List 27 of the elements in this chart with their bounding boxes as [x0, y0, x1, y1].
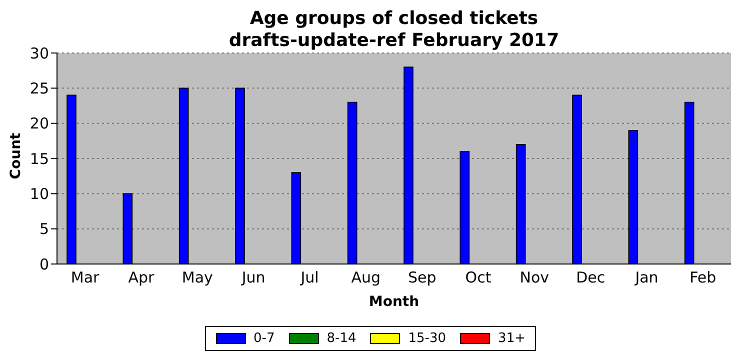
- x-tick-label: Nov: [520, 268, 550, 287]
- y-tick-label: 15: [30, 150, 49, 168]
- chart-title: Age groups of closed tickets: [248, 8, 540, 30]
- y-tick-label: 0: [39, 255, 49, 274]
- legend-label: 8-14: [326, 331, 356, 346]
- legend-label: 0-7: [254, 331, 275, 346]
- x-tick-label: Feb: [690, 268, 716, 287]
- x-axis-title: Month: [368, 294, 420, 310]
- y-tick-label: 20: [30, 114, 49, 133]
- x-tick-label: May: [182, 268, 214, 287]
- legend-label: 31+: [498, 331, 526, 346]
- y-tick-label: 30: [30, 44, 49, 62]
- x-tick-label: Dec: [576, 268, 606, 287]
- chart-subtitle: drafts-update-ref February 2017: [228, 30, 560, 52]
- y-tick-label: 10: [30, 184, 49, 203]
- x-tick-label: Jan: [634, 268, 658, 287]
- x-tick-label: Oct: [465, 268, 492, 287]
- y-tick-label: 25: [30, 79, 49, 98]
- x-tick-label: Mar: [70, 268, 100, 287]
- x-tick-label: Apr: [128, 268, 156, 287]
- y-tick-label: 5: [39, 220, 49, 238]
- x-tick-label: Sep: [408, 268, 436, 287]
- legend-label: 15-30: [408, 331, 446, 346]
- x-tick-label: Jun: [240, 268, 266, 287]
- y-axis-title: Count: [8, 132, 24, 182]
- x-tick-label: Aug: [351, 268, 381, 287]
- x-tick-label: Jul: [300, 268, 319, 287]
